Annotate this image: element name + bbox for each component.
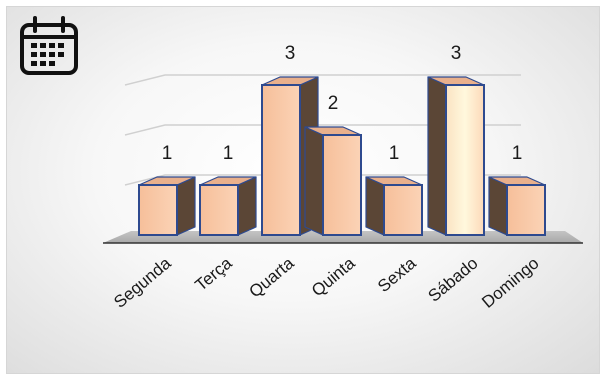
bar-side-sábado (427, 76, 447, 236)
bar-sábado (445, 84, 485, 236)
data-label-quinta: 2 (328, 93, 339, 114)
bar-side-segunda (176, 176, 196, 236)
gridline (124, 74, 521, 86)
tick-label-quinta: Quinta (308, 253, 359, 300)
gridline (124, 124, 521, 136)
bar-sexta (383, 184, 423, 236)
tick-label-terça: Terça (192, 253, 236, 295)
tick-label-sexta: Sexta (374, 253, 420, 296)
chart-frame: 1 Segunda 1 Terça 3 Quarta 2 Quinta 1 Sexta 3 Sábad… (6, 6, 600, 374)
data-label-sábado: 3 (451, 43, 462, 64)
data-label-terça: 1 (223, 143, 234, 164)
bar-terça (199, 184, 239, 236)
tick-label-domingo: Domingo (478, 254, 542, 312)
bar-quinta (322, 134, 362, 236)
bar-side-quinta (304, 126, 324, 236)
bar-side-sexta (365, 176, 385, 236)
data-label-quarta: 3 (285, 43, 296, 64)
bar-chart: 1 Segunda 1 Terça 3 Quarta 2 Quinta 1 Sexta 3 Sábad… (103, 43, 583, 312)
bar-quarta (261, 84, 301, 236)
tick-label-sábado: Sábado (424, 254, 481, 306)
gridline (124, 174, 521, 186)
bar-domingo (506, 184, 546, 236)
tick-label-segunda: Segunda (110, 253, 175, 312)
calendar-icon (17, 15, 81, 79)
data-label-segunda: 1 (162, 143, 173, 164)
bar-segunda (138, 184, 178, 236)
bar-side-domingo (488, 176, 508, 236)
data-label-domingo: 1 (512, 143, 523, 164)
tick-label-quarta: Quarta (246, 253, 298, 301)
bar-side-terça (237, 176, 257, 236)
data-label-sexta: 1 (389, 143, 400, 164)
